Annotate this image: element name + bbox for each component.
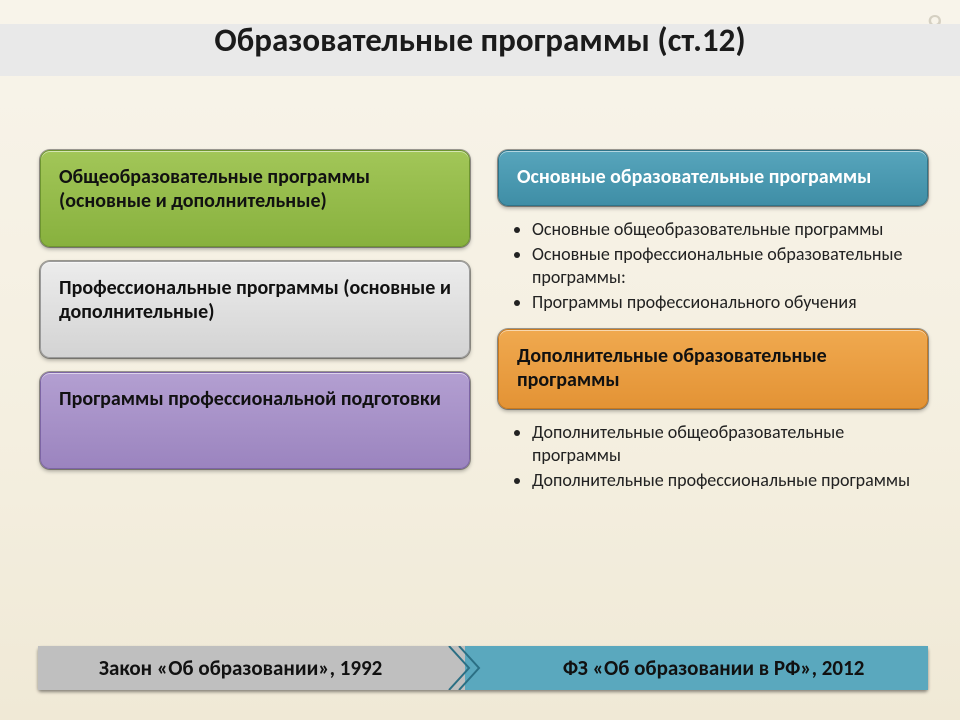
footer-left-text: Закон «Об образовании», 1992	[99, 655, 382, 681]
bullet-item: Основные профессиональные образовательны…	[532, 243, 918, 289]
bullet-item: Основные общеобразовательные программы	[532, 218, 918, 241]
footer-right-text: ФЗ «Об образовании в РФ», 2012	[563, 655, 865, 681]
footer-left-segment: Закон «Об образовании», 1992	[38, 646, 465, 690]
right-header-0: Основные образовательные программы	[498, 150, 928, 206]
bullet-item: Дополнительные общеобразовательные прогр…	[532, 421, 918, 467]
right-column: Основные образовательные программыОсновн…	[498, 150, 928, 506]
right-header-1: Дополнительные образовательные программы	[498, 329, 928, 410]
left-card-0: Общеобразовательные программы (основные …	[40, 150, 470, 247]
left-card-2: Программы профессиональной подготовки	[40, 372, 470, 469]
footer-right-segment: ФЗ «Об образовании в РФ», 2012	[465, 646, 928, 690]
bullet-item: Программы профессионального обучения	[532, 291, 918, 314]
footer-bar: Закон «Об образовании», 1992 ФЗ «Об обра…	[38, 646, 928, 690]
right-bullets-1: Дополнительные общеобразовательные прогр…	[498, 409, 928, 506]
bullet-item: Дополнительные профессиональные программ…	[532, 469, 918, 492]
content-columns: Общеобразовательные программы (основные …	[40, 150, 928, 506]
left-card-1: Профессиональные программы (основные и д…	[40, 261, 470, 358]
left-column: Общеобразовательные программы (основные …	[40, 150, 470, 506]
page-title: Образовательные программы (ст.12)	[0, 20, 960, 60]
right-bullets-0: Основные общеобразовательные программыОс…	[498, 206, 928, 328]
